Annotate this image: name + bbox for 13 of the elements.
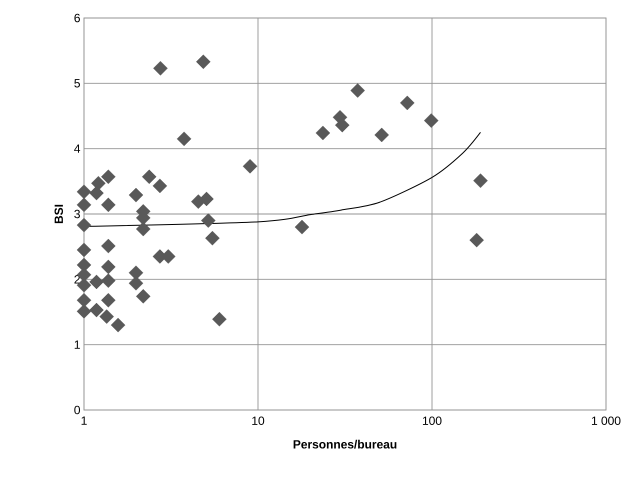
y-tick-label: 3	[74, 210, 80, 218]
x-axis-title: Personnes/bureau	[294, 440, 396, 449]
y-tick-label: 5	[74, 79, 80, 88]
y-tick-label: 1	[74, 340, 80, 349]
y-axis-title: BSI	[54, 204, 63, 224]
x-tick-label: 1	[82, 416, 87, 425]
x-tick-label: 100	[422, 416, 442, 425]
y-tick-label: 2	[74, 275, 80, 284]
x-tick-label: 1 000	[592, 416, 620, 425]
y-tick-label: 4	[74, 144, 80, 153]
y-tick-label: 6	[74, 14, 80, 22]
y-tick-label: 0	[74, 406, 80, 414]
x-tick-label: 10	[252, 416, 264, 425]
